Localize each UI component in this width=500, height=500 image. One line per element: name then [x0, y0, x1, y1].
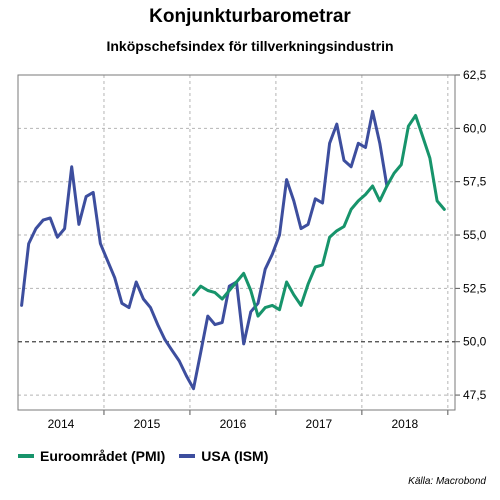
legend-swatch-usa	[179, 454, 196, 458]
legend-item-usa: USA (ISM)	[179, 448, 268, 464]
x-tick-label: 2016	[220, 417, 247, 431]
chart-title: Konjunkturbarometrar	[149, 6, 351, 27]
plot-frame	[17, 74, 456, 411]
y-tick-label: 47,5	[463, 388, 487, 402]
x-tick-label: 2015	[134, 417, 161, 431]
legend-swatch-euro	[18, 454, 34, 458]
legend-item-euro: Euroområdet (PMI)	[18, 448, 165, 464]
y-tick-label: 52,5	[463, 281, 487, 295]
y-tick-label: 62,5	[463, 68, 487, 82]
series-line-usa	[20, 109, 389, 391]
y-tick-label: 60,0	[463, 121, 487, 135]
y-tick-label: 57,5	[463, 175, 487, 189]
chart-subtitle: Inköpschefsindex för tillverkningsindust…	[106, 38, 394, 54]
legend: Euroområdet (PMI) USA (ISM)	[18, 448, 282, 464]
x-tick-label: 2017	[306, 417, 333, 431]
x-tick-label: 2014	[48, 417, 75, 431]
y-tick-label: 55,0	[463, 228, 487, 242]
legend-label-euro: Euroområdet (PMI)	[40, 448, 166, 464]
series-line-euro	[192, 114, 446, 318]
source-note: Källa: Macrobond	[408, 476, 486, 487]
y-tick-label: 50,0	[463, 335, 487, 349]
legend-label-usa: USA (ISM)	[201, 448, 269, 464]
x-tick-label: 2018	[392, 417, 419, 431]
